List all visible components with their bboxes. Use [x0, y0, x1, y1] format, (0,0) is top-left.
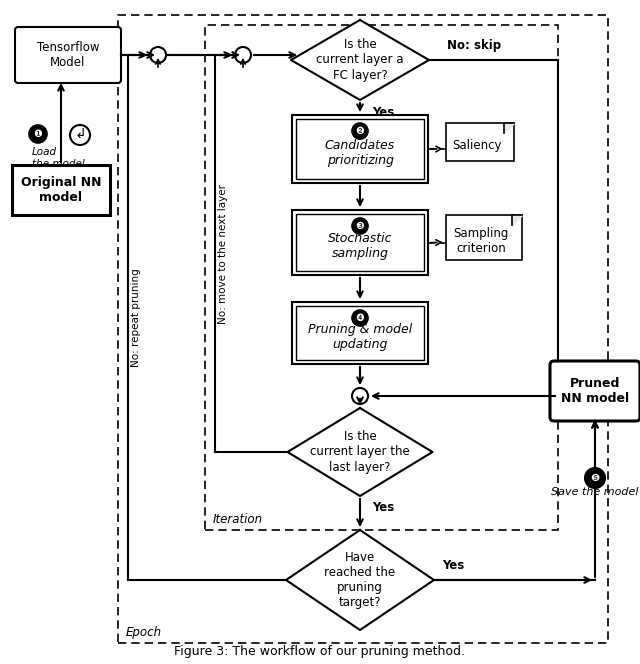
Text: Stochastic
sampling: Stochastic sampling: [328, 232, 392, 260]
Bar: [296, 119, 424, 179]
Text: Saliency: Saliency: [452, 139, 502, 151]
FancyBboxPatch shape: [15, 27, 121, 83]
Text: ↲: ↲: [74, 128, 86, 142]
Text: Figure 3: The workflow of our pruning method.: Figure 3: The workflow of our pruning me…: [175, 645, 465, 658]
Polygon shape: [286, 530, 434, 630]
Circle shape: [352, 388, 368, 404]
Text: Iteration: Iteration: [213, 513, 263, 526]
Bar: [296, 214, 424, 271]
Text: No: move to the next layer: No: move to the next layer: [218, 183, 228, 323]
Text: ❶: ❶: [34, 129, 42, 139]
Text: ❹: ❹: [356, 313, 364, 323]
Text: Candidates
prioritizing: Candidates prioritizing: [325, 139, 395, 167]
Bar: [446, 123, 514, 161]
Bar: [292, 115, 428, 183]
Text: Is the
current layer a
FC layer?: Is the current layer a FC layer?: [316, 39, 404, 82]
Text: No: repeat pruning: No: repeat pruning: [131, 268, 141, 367]
Polygon shape: [512, 215, 522, 225]
Circle shape: [352, 123, 368, 139]
Polygon shape: [504, 123, 514, 133]
Circle shape: [235, 47, 251, 63]
Bar: [292, 302, 428, 364]
Text: ❺: ❺: [590, 473, 600, 483]
Bar: [292, 210, 428, 275]
Bar: [118, 15, 608, 643]
Text: Tensorflow
Model: Tensorflow Model: [36, 41, 99, 69]
Polygon shape: [291, 20, 429, 100]
Bar: [446, 215, 522, 260]
Bar: [12, 165, 110, 215]
Text: Yes: Yes: [442, 559, 464, 572]
Polygon shape: [287, 408, 433, 496]
Text: Load
the model: Load the model: [32, 147, 84, 169]
Text: Save the model: Save the model: [551, 487, 639, 497]
Text: Sampling
criterion: Sampling criterion: [453, 228, 509, 256]
Text: Pruning & model
updating: Pruning & model updating: [308, 323, 412, 351]
Circle shape: [352, 218, 368, 234]
Text: Yes: Yes: [372, 106, 394, 119]
Text: Have
reached the
pruning
target?: Have reached the pruning target?: [324, 551, 396, 609]
Text: ❷: ❷: [356, 126, 364, 136]
Text: Yes: Yes: [372, 501, 394, 514]
FancyBboxPatch shape: [550, 361, 640, 421]
Text: ❸: ❸: [356, 221, 364, 231]
Bar: [205, 25, 558, 530]
Circle shape: [352, 310, 368, 326]
Circle shape: [70, 125, 90, 145]
Text: Is the
current layer the
last layer?: Is the current layer the last layer?: [310, 430, 410, 473]
Circle shape: [585, 468, 605, 488]
Text: Epoch: Epoch: [126, 626, 162, 639]
Text: Original NN
model: Original NN model: [20, 176, 101, 204]
Bar: [296, 306, 424, 360]
Text: Pruned
NN model: Pruned NN model: [561, 377, 629, 405]
Circle shape: [29, 125, 47, 143]
Text: No: skip: No: skip: [447, 39, 501, 52]
Circle shape: [150, 47, 166, 63]
